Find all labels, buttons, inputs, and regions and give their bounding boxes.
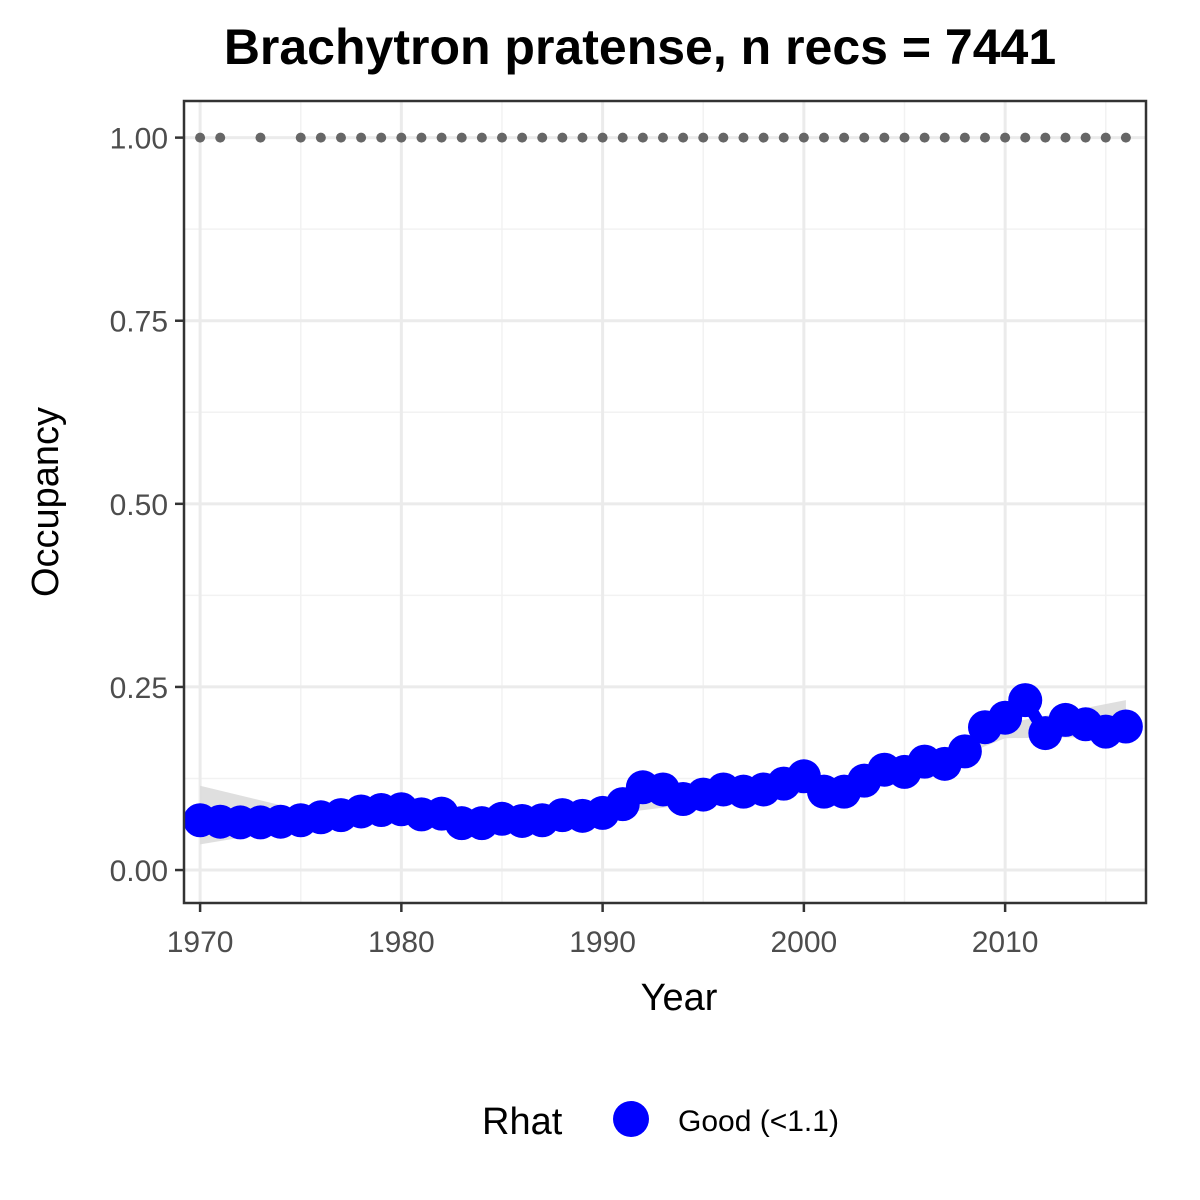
record-year-dot [557, 132, 568, 143]
record-year-dot [637, 132, 648, 143]
y-tick-label: 1.00 [110, 123, 168, 156]
record-year-dot [979, 132, 990, 143]
record-year-dot [416, 132, 427, 143]
occupancy-point [947, 734, 982, 769]
record-year-dot [597, 132, 608, 143]
record-year-dot [517, 132, 528, 143]
legend: Rhat Good (<1.1) [482, 1101, 839, 1143]
record-year-dot [939, 132, 950, 143]
record-year-dot [1000, 132, 1011, 143]
record-year-dot [778, 132, 789, 143]
record-year-dot [195, 132, 206, 143]
y-tick-label: 0.00 [110, 855, 168, 888]
record-year-dot [376, 132, 387, 143]
record-year-dot [798, 132, 809, 143]
record-year-dot [859, 132, 870, 143]
record-year-dot [818, 132, 829, 143]
record-year-dot [698, 132, 709, 143]
x-tick-label: 2000 [770, 926, 837, 959]
x-tick-label: 1990 [569, 926, 636, 959]
record-year-dot [899, 132, 910, 143]
record-year-dot [456, 132, 467, 143]
record-year-dot [738, 132, 749, 143]
record-year-dot [617, 132, 628, 143]
y-tick-label: 0.75 [110, 306, 168, 339]
record-year-dot [1060, 132, 1071, 143]
record-year-dot [436, 132, 447, 143]
record-year-dot [396, 132, 407, 143]
record-year-dot [758, 132, 769, 143]
legend-title: Rhat [482, 1101, 563, 1143]
x-axis-title: Year [641, 977, 718, 1019]
record-year-dot [678, 132, 689, 143]
y-axis-title: Occupancy [25, 407, 67, 597]
record-year-dot [295, 132, 306, 143]
legend-label-good: Good (<1.1) [678, 1105, 839, 1138]
record-year-dot [496, 132, 507, 143]
record-year-dot [919, 132, 930, 143]
record-year-dot [959, 132, 970, 143]
record-year-dot [1100, 132, 1111, 143]
record-year-dot [718, 132, 729, 143]
y-tick-label: 0.50 [110, 489, 168, 522]
x-tick-label: 1980 [368, 926, 435, 959]
record-year-dot [1020, 132, 1031, 143]
x-tick-label: 2010 [972, 926, 1039, 959]
occupancy-point [1008, 683, 1043, 718]
record-year-dot [215, 132, 226, 143]
record-year-dot [476, 132, 487, 143]
record-year-dot [839, 132, 850, 143]
y-tick-label: 0.25 [110, 672, 168, 705]
record-year-dot [356, 132, 367, 143]
record-year-dot [657, 132, 668, 143]
occupancy-point [1108, 709, 1143, 744]
record-year-dot [1040, 132, 1051, 143]
x-tick-label: 1970 [167, 926, 234, 959]
legend-key-good [613, 1101, 649, 1137]
record-year-dot [1120, 132, 1131, 143]
record-year-dot [315, 132, 326, 143]
panel-border [182, 99, 1148, 905]
record-year-dot [1080, 132, 1091, 143]
record-year-dot [577, 132, 588, 143]
record-year-dot [335, 132, 346, 143]
record-year-dot [537, 132, 548, 143]
chart-title: Brachytron pratense, n recs = 7441 [224, 19, 1056, 75]
record-year-dot [879, 132, 890, 143]
record-year-dot [255, 132, 266, 143]
